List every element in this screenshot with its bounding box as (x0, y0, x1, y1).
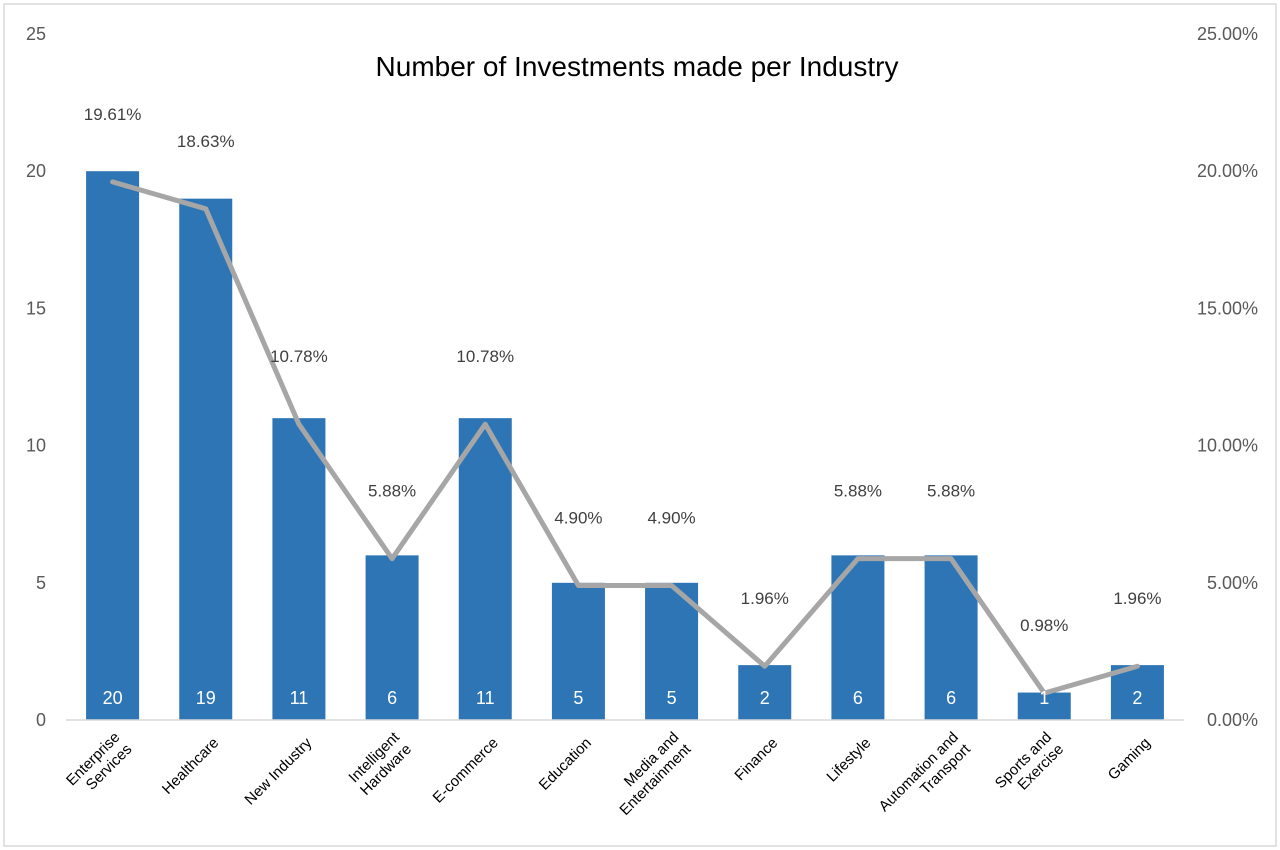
bar (365, 555, 419, 720)
percentage-label: 5.88% (927, 482, 975, 501)
bar-value-label: 5 (667, 688, 677, 708)
left-tick-label: 10 (26, 436, 46, 456)
percentage-label: 4.90% (554, 509, 602, 528)
bar-value-label: 5 (573, 688, 583, 708)
percentage-label: 5.88% (368, 482, 416, 501)
percentage-label: 18.63% (177, 132, 235, 151)
bar-value-label: 20 (103, 688, 123, 708)
percentage-labels: 19.61% 18.63% 10.78% 5.88% 10.78% 4.90% 4.90% 1… (84, 105, 1162, 635)
bar-value-label: 6 (946, 688, 956, 708)
percentage-label: 19.61% (84, 105, 142, 124)
bar-value-label: 1 (1039, 688, 1049, 708)
line-series (110, 179, 1140, 696)
left-tick-label: 25 (26, 24, 46, 44)
left-tick-label: 15 (26, 298, 46, 318)
right-tick-label: 0.00% (1207, 710, 1258, 730)
right-tick-label: 20.00% (1197, 161, 1258, 181)
bar (551, 582, 605, 720)
percentage-line (110, 179, 1140, 696)
bar-value-label: 11 (476, 688, 495, 708)
bar-value-label: 2 (760, 688, 770, 708)
percentage-label: 1.96% (741, 589, 789, 608)
bar-value-label: 19 (196, 688, 216, 708)
left-tick-label: 0 (36, 710, 46, 730)
bar (738, 665, 792, 720)
percentage-label: 10.78% (270, 347, 328, 366)
bar (1110, 665, 1164, 720)
right-tick-label: 15.00% (1197, 298, 1258, 318)
percentage-label: 0.98% (1020, 616, 1068, 635)
bar (272, 418, 326, 720)
left-tick-label: 5 (36, 573, 46, 593)
percentage-label: 1.96% (1113, 589, 1161, 608)
bar (179, 198, 233, 720)
left-axis: 0 5 10 15 20 25 (26, 24, 46, 730)
bar-value-labels: 20 19 11 6 11 5 5 2 6 6 1 2 (103, 688, 1143, 708)
right-tick-label: 10.00% (1197, 436, 1258, 456)
bar-value-label: 2 (1132, 688, 1142, 708)
bar-value-label: 6 (387, 688, 397, 708)
right-tick-label: 5.00% (1207, 573, 1258, 593)
bar-series (86, 171, 1164, 720)
left-tick-label: 20 (26, 161, 46, 181)
chart-title: Number of Investments made per Industry (376, 51, 899, 82)
percentage-label: 5.88% (834, 482, 882, 501)
bar-value-label: 11 (290, 688, 309, 708)
bar (645, 582, 699, 720)
right-tick-label: 25.00% (1197, 24, 1258, 44)
percentage-label: 10.78% (456, 347, 514, 366)
right-axis: 0.00% 5.00% 10.00% 15.00% 20.00% 25.00% (1197, 24, 1258, 730)
bar (1017, 692, 1071, 720)
bar-value-label: 6 (853, 688, 863, 708)
bar (458, 418, 512, 720)
percentage-label: 4.90% (647, 509, 695, 528)
bar (86, 171, 140, 720)
